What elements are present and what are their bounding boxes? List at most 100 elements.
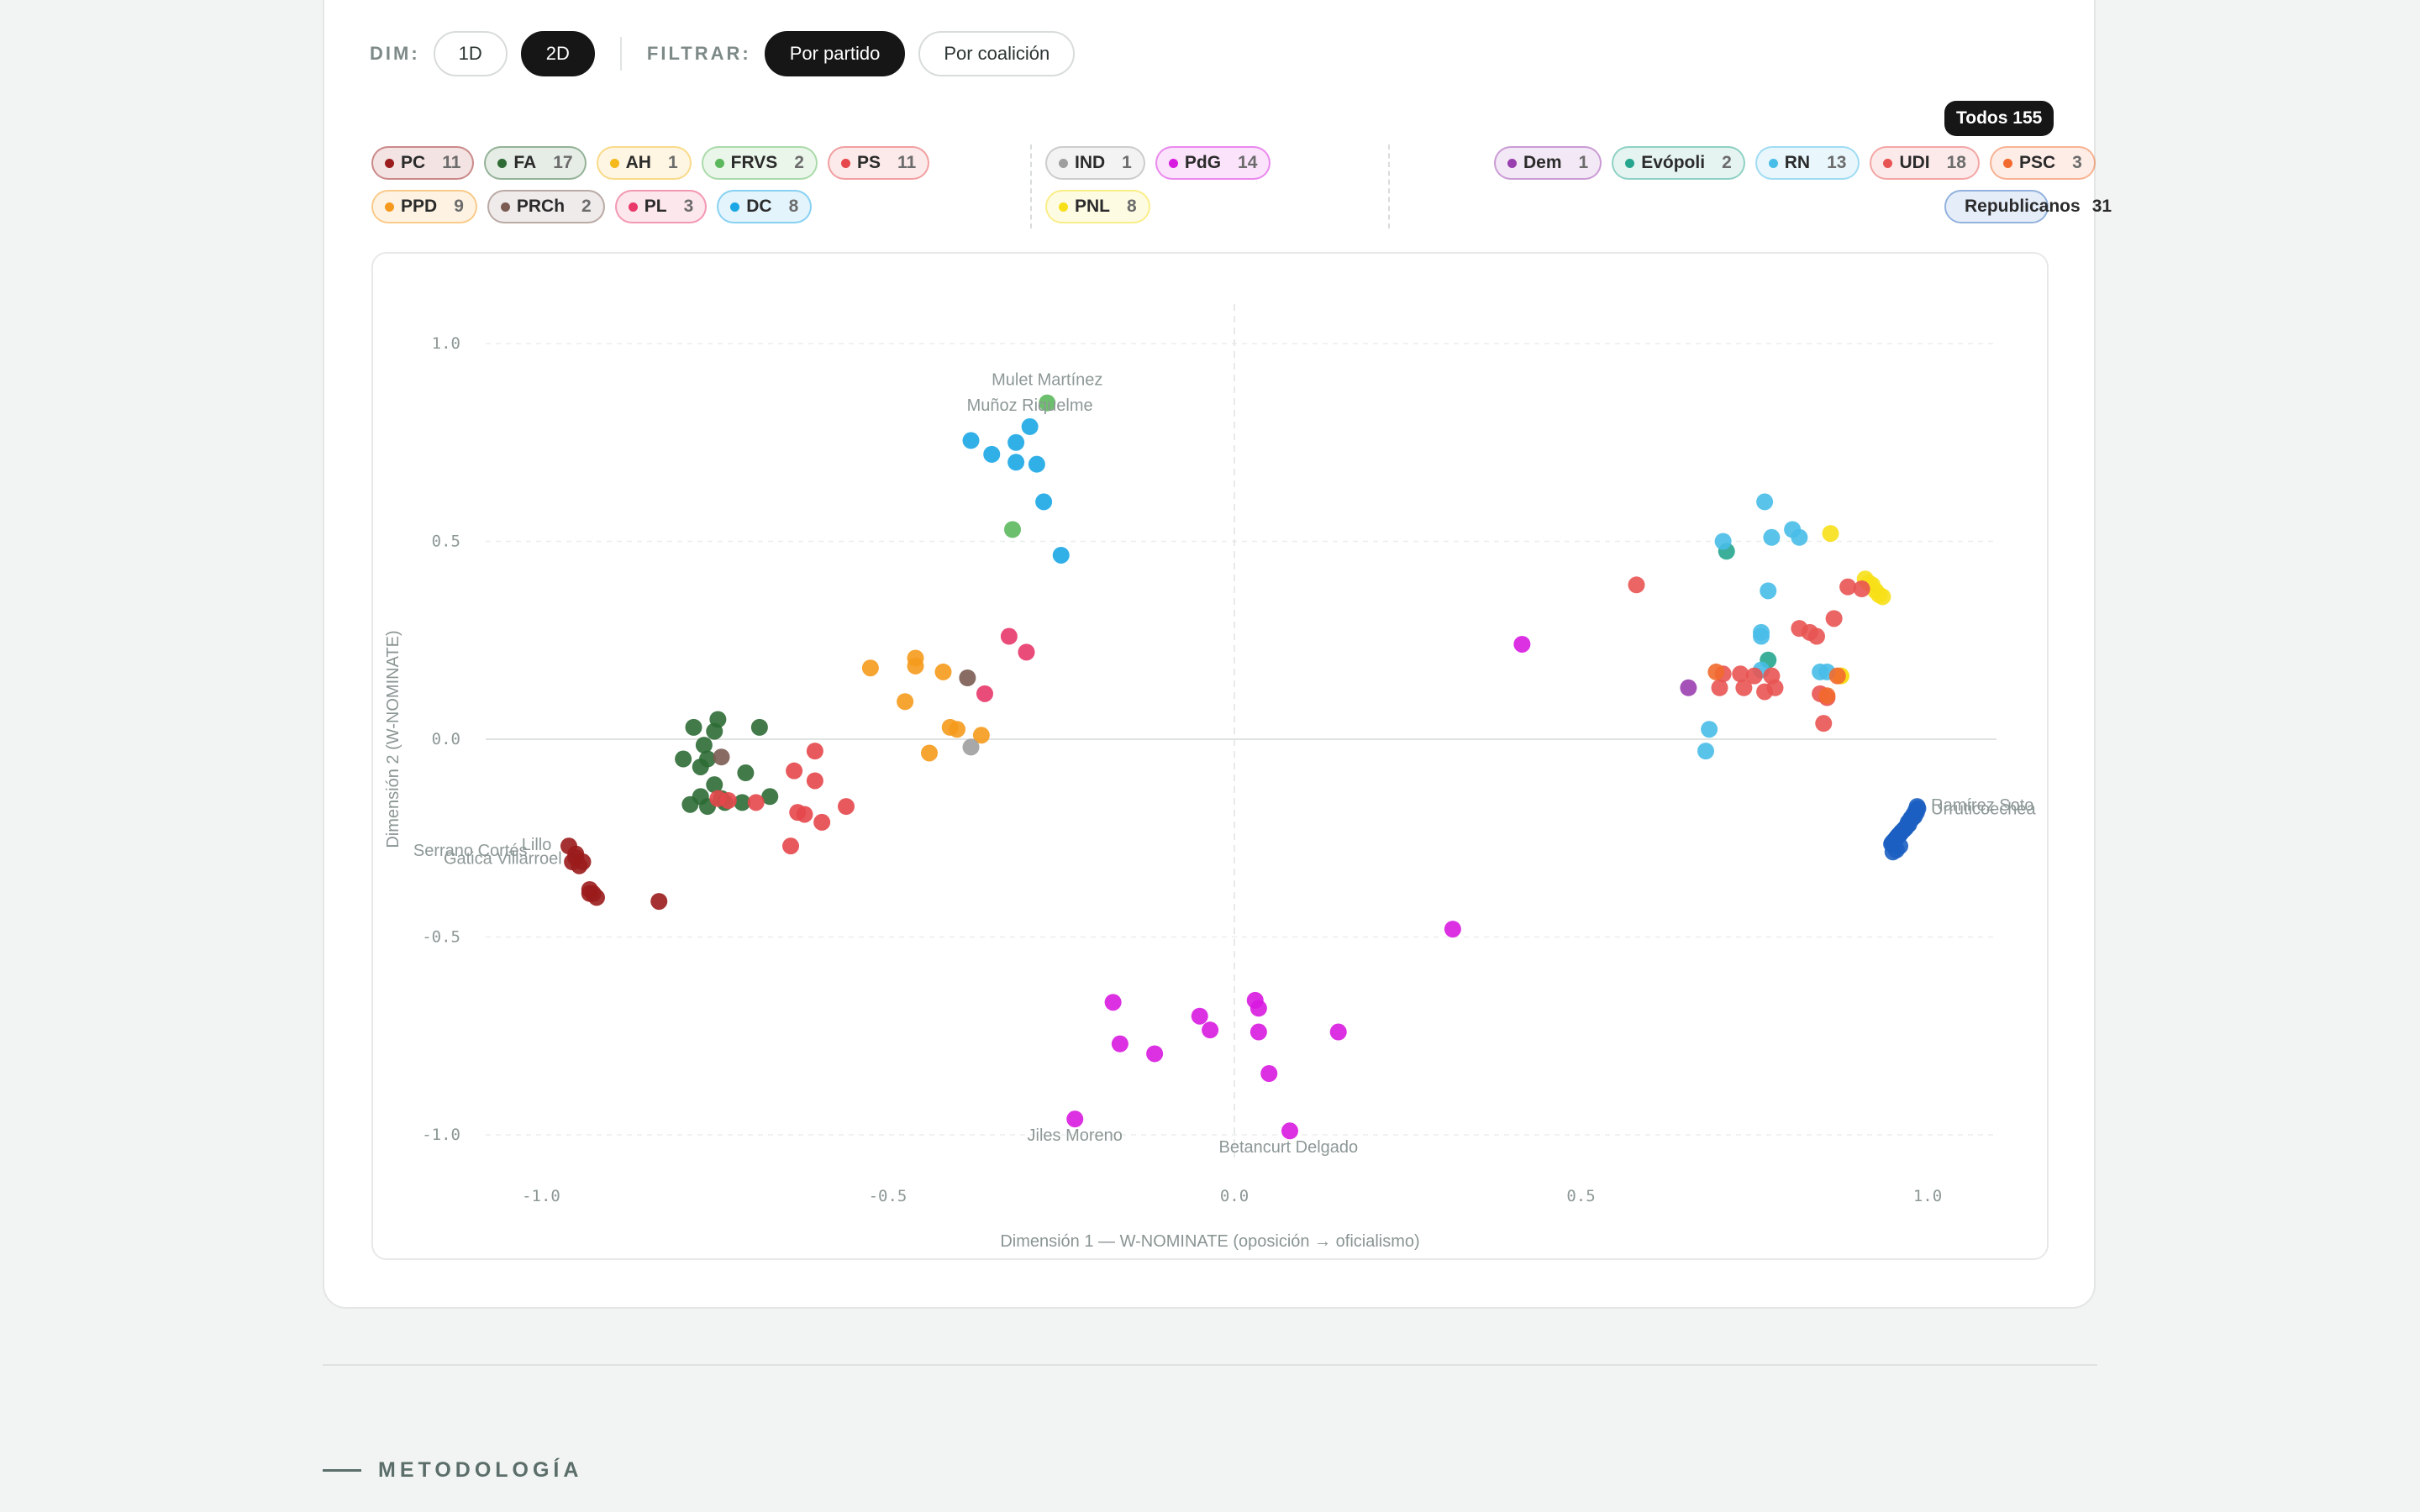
party-chip-dem[interactable]: Dem 1 bbox=[1494, 146, 1602, 180]
data-point-pdg bbox=[1513, 635, 1531, 653]
point-label: Lillo bbox=[522, 836, 552, 854]
data-point-fa bbox=[750, 718, 768, 736]
party-chip-ah[interactable]: AH 1 bbox=[596, 146, 692, 180]
data-point-dc bbox=[1007, 433, 1025, 451]
party-filter-left-group: PC 11 FA 17 AH 1 FRVS 2 PS 11 PPD 9 PRCh 2 PL 3 DC 8 bbox=[371, 146, 951, 223]
party-color-dot bbox=[730, 202, 740, 212]
data-point-ppd bbox=[907, 657, 924, 675]
party-color-dot bbox=[1883, 158, 1893, 168]
dim-1d-button[interactable]: 1D bbox=[433, 31, 508, 76]
party-chip-ind[interactable]: IND 1 bbox=[1045, 146, 1145, 180]
party-chip-ps[interactable]: PS 11 bbox=[827, 146, 930, 180]
data-point-pdg bbox=[1066, 1110, 1084, 1128]
y-tick-label: -1.0 bbox=[422, 1126, 460, 1144]
party-chip-count: 8 bbox=[1127, 197, 1137, 216]
data-point-pnl bbox=[1874, 588, 1891, 606]
party-chip-pdg[interactable]: PdG 14 bbox=[1155, 146, 1271, 180]
data-point-rn bbox=[1697, 743, 1714, 760]
data-point-rn bbox=[1791, 528, 1808, 546]
data-point-ps bbox=[786, 762, 803, 780]
data-point-fa bbox=[695, 737, 713, 754]
data-point-pdg bbox=[1104, 994, 1122, 1011]
data-point-ps bbox=[709, 790, 727, 807]
party-chip-udi[interactable]: UDI 18 bbox=[1870, 146, 1980, 180]
data-point-fa bbox=[709, 711, 727, 728]
data-point-psc bbox=[1828, 667, 1846, 685]
party-chip-frvs[interactable]: FRVS 2 bbox=[701, 146, 818, 180]
party-color-dot bbox=[840, 158, 850, 168]
data-point-prch bbox=[713, 748, 730, 766]
party-color-dot bbox=[1625, 158, 1635, 168]
data-point-ppd bbox=[949, 721, 965, 738]
party-chip-fa[interactable]: FA 17 bbox=[484, 146, 587, 180]
methodology-title: METODOLOGÍA bbox=[378, 1458, 583, 1482]
point-label: Gatica Villarroel bbox=[444, 849, 562, 868]
section-divider bbox=[323, 1364, 2097, 1366]
data-point-prch bbox=[959, 669, 976, 686]
party-chip-count: 1 bbox=[1122, 153, 1132, 172]
party-chip-label: UDI bbox=[1899, 153, 1930, 172]
party-chip-count: 3 bbox=[2072, 153, 2082, 172]
data-point-frvs bbox=[1004, 521, 1021, 538]
data-point-ps bbox=[838, 798, 855, 816]
party-chip-label: Dem bbox=[1523, 153, 1562, 172]
party-chip-label: IND bbox=[1075, 153, 1106, 172]
data-point-udi bbox=[1766, 679, 1784, 696]
data-point-fa bbox=[737, 764, 755, 782]
party-chip-evópoli[interactable]: Evópoli 2 bbox=[1612, 146, 1745, 180]
point-label: Urruticoechea bbox=[1931, 800, 2036, 818]
party-chip-psc[interactable]: PSC 3 bbox=[1989, 146, 2096, 180]
data-point-ppd bbox=[972, 727, 990, 744]
data-point-frvs bbox=[1039, 394, 1056, 412]
point-label: Jiles Moreno bbox=[1028, 1126, 1123, 1145]
plot-area bbox=[371, 252, 2049, 1260]
data-point-fa bbox=[706, 776, 723, 794]
party-chip-dc[interactable]: DC 8 bbox=[717, 190, 813, 223]
x-tick-label: 1.0 bbox=[1913, 1187, 1942, 1205]
party-chip-label: PdG bbox=[1184, 153, 1222, 172]
dim-2d-button[interactable]: 2D bbox=[520, 31, 595, 76]
data-point-udi bbox=[1732, 665, 1749, 683]
party-filter-center-group: IND 1 PdG 14 PNL 8 bbox=[1045, 146, 1381, 223]
party-chip-rn[interactable]: RN 13 bbox=[1754, 146, 1860, 180]
data-point-fa bbox=[734, 794, 751, 811]
data-point-pdg bbox=[1202, 1021, 1219, 1039]
data-point-rn bbox=[1753, 627, 1770, 645]
data-point-pdg bbox=[1260, 1064, 1278, 1082]
party-color-dot bbox=[385, 158, 394, 168]
party-color-dot bbox=[497, 158, 508, 168]
data-point-dc bbox=[1052, 546, 1070, 564]
party-color-dot bbox=[385, 202, 394, 212]
dim-label: DIM: bbox=[370, 43, 420, 64]
party-chip-ppd[interactable]: PPD 9 bbox=[371, 190, 477, 223]
party-chip-pnl[interactable]: PNL 8 bbox=[1045, 190, 1150, 223]
data-point-pdg bbox=[1146, 1045, 1164, 1063]
party-chip-prch[interactable]: PRCh 2 bbox=[487, 190, 605, 223]
party-chip-label: PS bbox=[856, 153, 881, 172]
party-color-dot bbox=[1059, 202, 1068, 212]
party-chip-count: 11 bbox=[442, 153, 461, 172]
data-point-ps bbox=[796, 806, 813, 823]
point-label: Serrano Cortés bbox=[413, 842, 528, 860]
filter-por-partido-button[interactable]: Por partido bbox=[764, 31, 906, 76]
party-color-dot bbox=[1059, 158, 1068, 168]
point-label: Ramírez Soto bbox=[1931, 796, 2033, 815]
x-tick-label: 0.0 bbox=[1220, 1187, 1249, 1205]
data-point-pl bbox=[976, 685, 993, 702]
data-point-pdg bbox=[1444, 921, 1461, 938]
todos-toggle-button[interactable]: Todos 155 bbox=[1944, 101, 2054, 136]
party-chip-label: PL bbox=[644, 197, 667, 216]
party-chip-pc[interactable]: PC 11 bbox=[371, 146, 475, 180]
data-point-ps bbox=[813, 813, 831, 831]
party-chip-count: 13 bbox=[1827, 153, 1847, 172]
filter-por-coalicion-button[interactable]: Por coalición bbox=[918, 31, 1076, 76]
party-chip-pl[interactable]: PL 3 bbox=[614, 190, 708, 223]
x-axis-label: Dimensión 1 — W-NOMINATE (oposición → of… bbox=[1000, 1232, 1419, 1251]
data-point-pdg bbox=[1249, 1000, 1267, 1017]
party-chip-republicanos[interactable]: Republicanos 31 bbox=[1944, 190, 2112, 223]
y-axis-label: Dimensión 2 (W-NOMINATE) bbox=[384, 630, 402, 848]
party-chip-label: Republicanos bbox=[1965, 197, 2081, 216]
data-point-udi bbox=[1711, 679, 1728, 696]
todos-label: Todos bbox=[1956, 108, 2008, 128]
data-point-udi bbox=[1853, 580, 1870, 598]
